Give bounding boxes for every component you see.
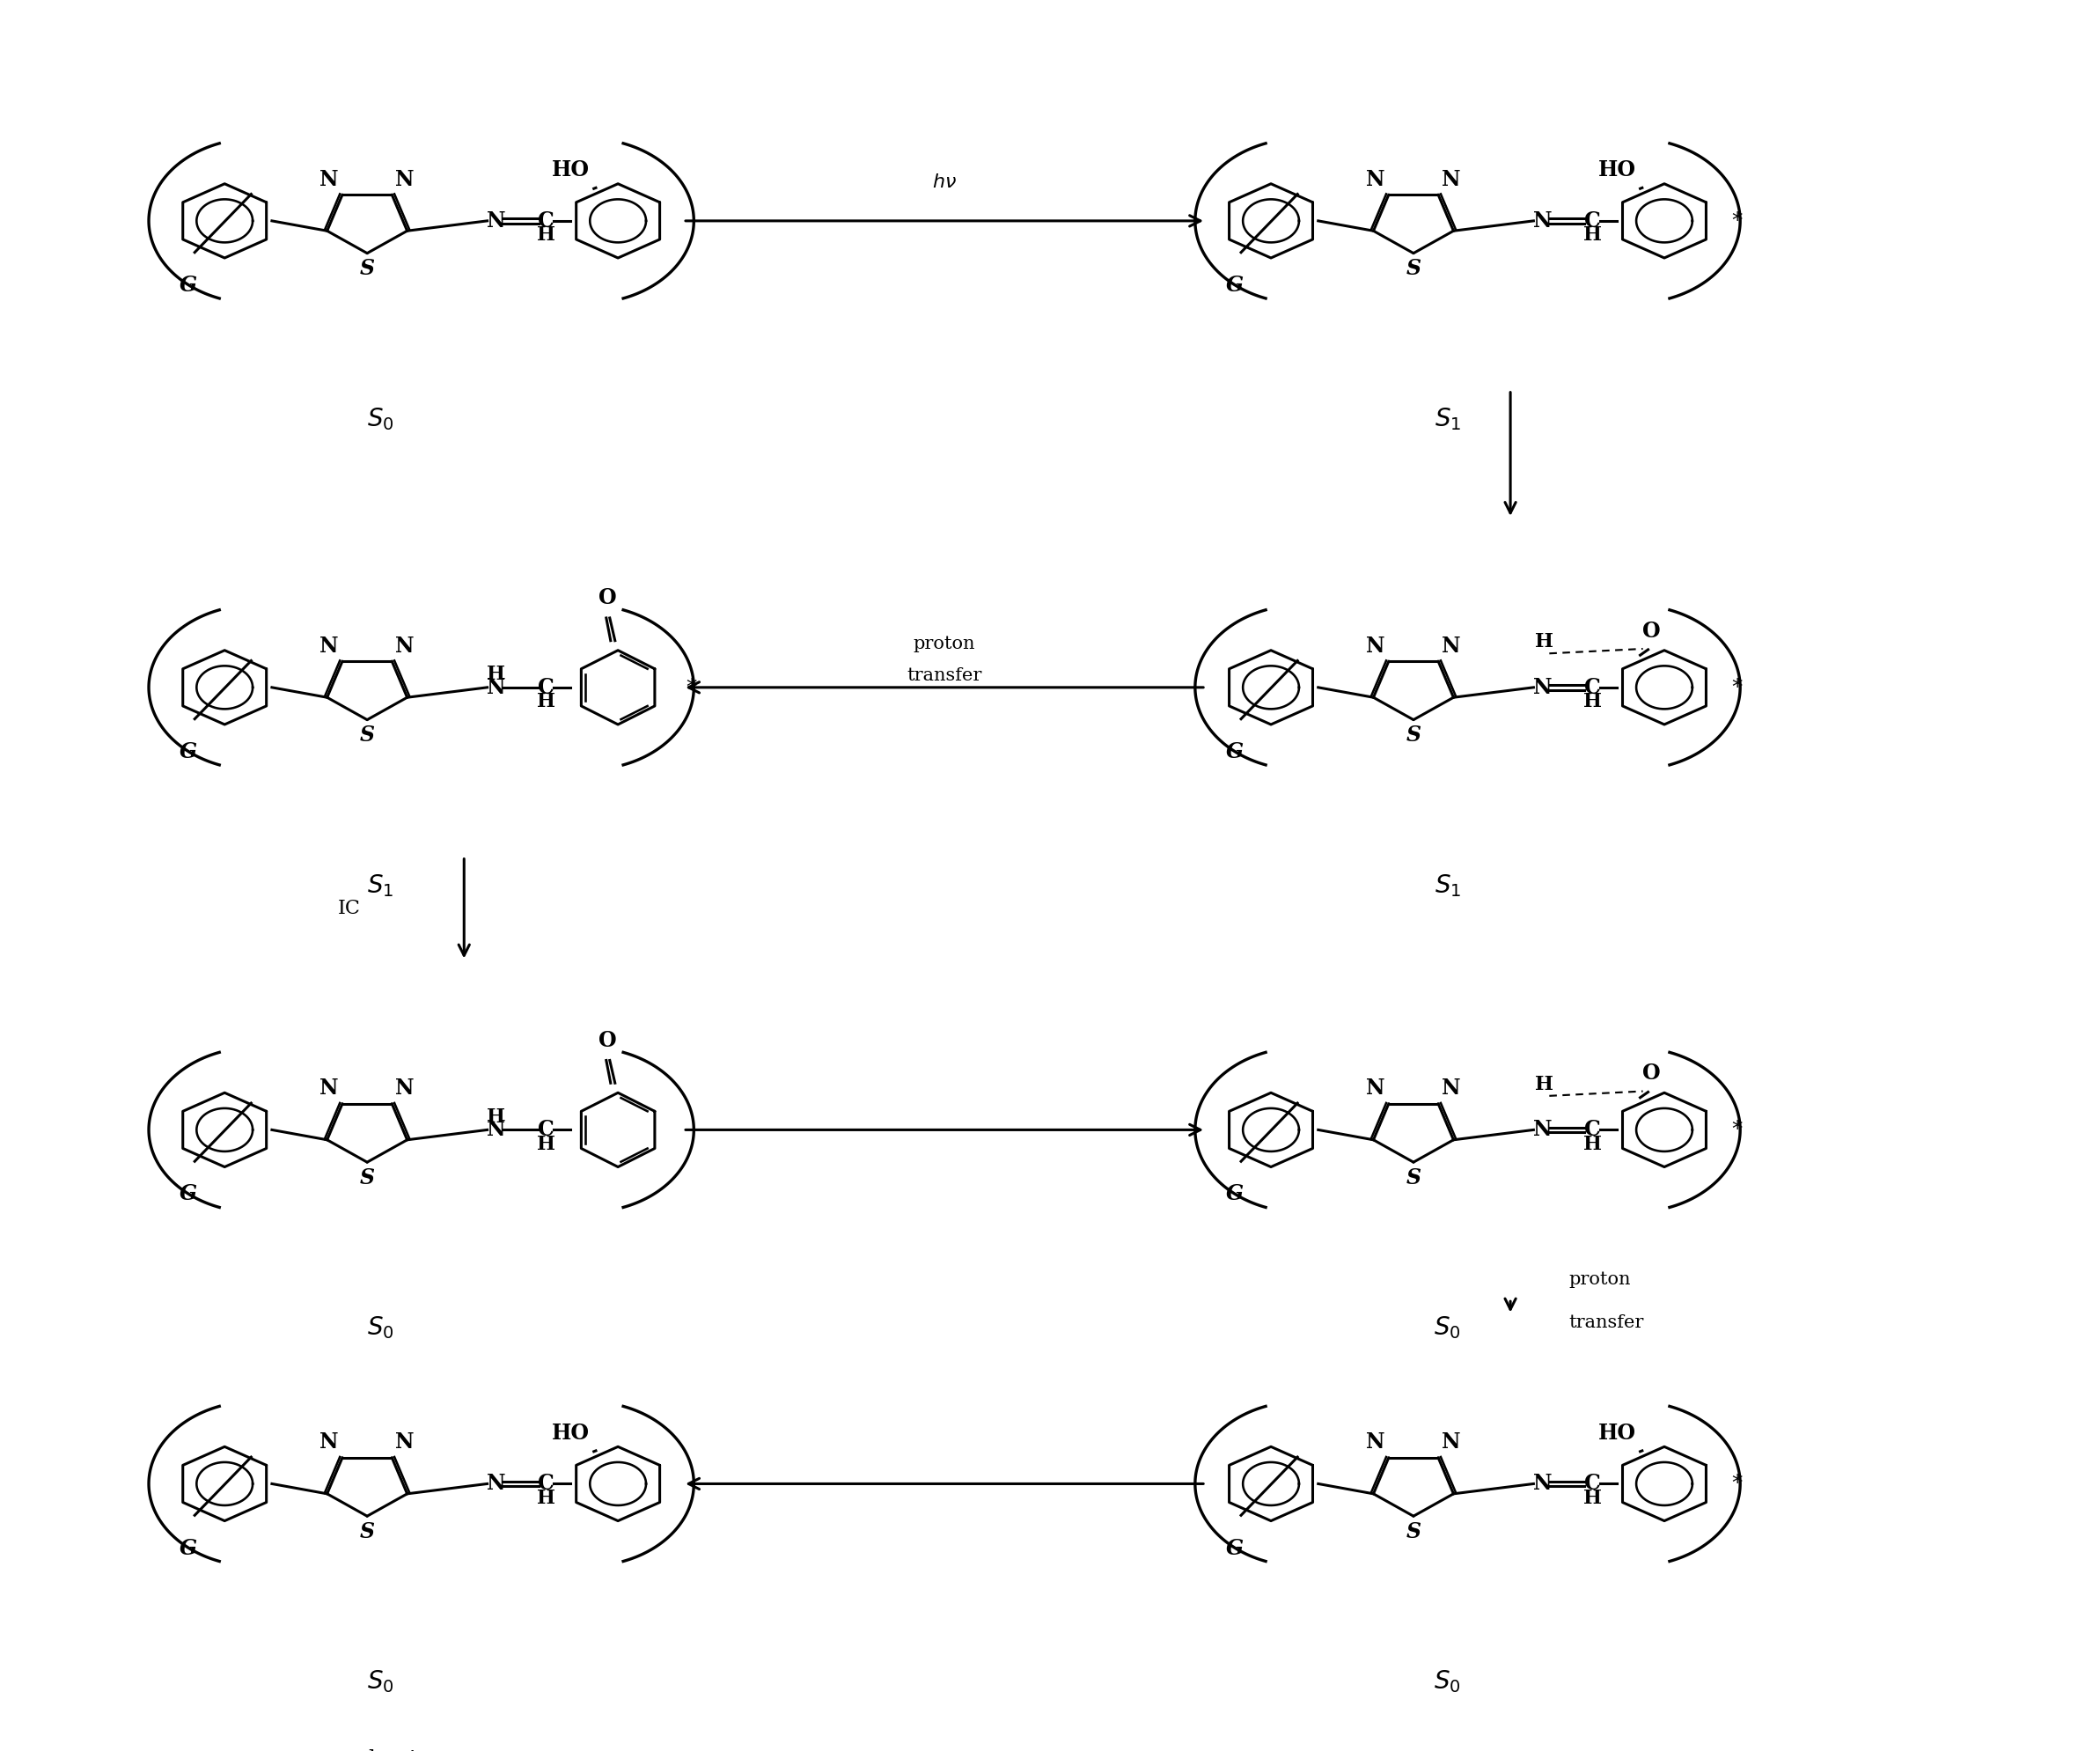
Text: C: C [538,1119,554,1140]
Text: N: N [1443,1077,1462,1100]
Text: H: H [487,665,506,685]
Text: O: O [598,587,617,608]
Text: S: S [1407,1168,1422,1189]
Text: H: H [538,692,554,711]
Text: N: N [487,210,506,231]
Text: G: G [1226,1184,1243,1205]
Text: H: H [1583,692,1602,711]
Text: *: * [685,678,697,699]
Text: *: * [1732,678,1743,699]
Text: N: N [395,636,414,657]
Text: O: O [1642,1063,1661,1084]
Text: proton: proton [1569,1271,1632,1287]
Text: transfer: transfer [1569,1315,1644,1331]
Text: N: N [319,1432,338,1453]
Text: N: N [319,1077,338,1100]
Text: $S_0$: $S_0$ [1434,1315,1462,1341]
Text: H: H [1535,1075,1554,1094]
Text: G: G [1226,741,1243,762]
Text: H: H [538,226,554,245]
Text: C: C [538,1473,554,1494]
Text: HO: HO [552,1422,590,1443]
Text: H: H [487,1107,506,1126]
Text: G: G [1226,275,1243,296]
Text: $S_0$: $S_0$ [367,1669,395,1695]
Text: *: * [1732,210,1743,231]
Text: H: H [1583,226,1602,245]
Text: C: C [1583,1473,1600,1494]
Text: N: N [1443,636,1462,657]
Text: S: S [1407,1522,1422,1543]
Text: *: * [1732,1119,1743,1140]
Text: transfer: transfer [907,667,983,685]
Text: HO: HO [552,159,590,180]
Text: N: N [487,1119,506,1140]
Text: N: N [319,168,338,189]
Text: + heat: + heat [342,1749,418,1751]
Text: G: G [181,1184,197,1205]
Text: S: S [359,1168,374,1189]
Text: G: G [181,741,197,762]
Text: H: H [1535,632,1554,651]
Text: N: N [1367,1077,1386,1100]
Text: $S_1$: $S_1$ [367,872,393,898]
Text: proton: proton [914,636,977,651]
Text: N: N [1533,678,1552,699]
Text: N: N [487,678,506,699]
Text: S: S [359,1522,374,1543]
Text: N: N [1367,1432,1386,1453]
Text: N: N [395,1432,414,1453]
Text: G: G [1226,1537,1243,1558]
Text: H: H [1583,1135,1602,1154]
Text: H: H [538,1488,554,1508]
Text: N: N [395,168,414,189]
Text: $S_0$: $S_0$ [367,406,395,432]
Text: N: N [1443,1432,1462,1453]
Text: N: N [1367,168,1386,189]
Text: N: N [395,1077,414,1100]
Text: $S_0$: $S_0$ [1434,1669,1462,1695]
Text: N: N [487,1473,506,1494]
Text: C: C [538,210,554,231]
Text: C: C [1583,210,1600,231]
Text: N: N [1533,210,1552,231]
Text: S: S [1407,725,1422,746]
Text: $S_1$: $S_1$ [1434,406,1462,432]
Text: N: N [319,636,338,657]
Text: G: G [181,1537,197,1558]
Text: HO: HO [1598,159,1636,180]
Text: O: O [598,1030,617,1051]
Text: C: C [1583,1119,1600,1140]
Text: H: H [538,1135,554,1154]
Text: S: S [1407,257,1422,278]
Text: *: * [1732,1473,1743,1494]
Text: O: O [1642,620,1661,641]
Text: N: N [1367,636,1386,657]
Text: C: C [538,678,554,699]
Text: $S_1$: $S_1$ [1434,872,1462,898]
Text: N: N [1533,1473,1552,1494]
Text: S: S [359,257,374,278]
Text: IC: IC [338,898,361,918]
Text: C: C [1583,678,1600,699]
Text: G: G [181,275,197,296]
Text: N: N [1443,168,1462,189]
Text: N: N [1533,1119,1552,1140]
Text: H: H [1583,1488,1602,1508]
Text: $S_0$: $S_0$ [367,1315,395,1341]
Text: S: S [359,725,374,746]
Text: HO: HO [1598,1422,1636,1443]
Text: $h\nu$: $h\nu$ [932,173,958,193]
